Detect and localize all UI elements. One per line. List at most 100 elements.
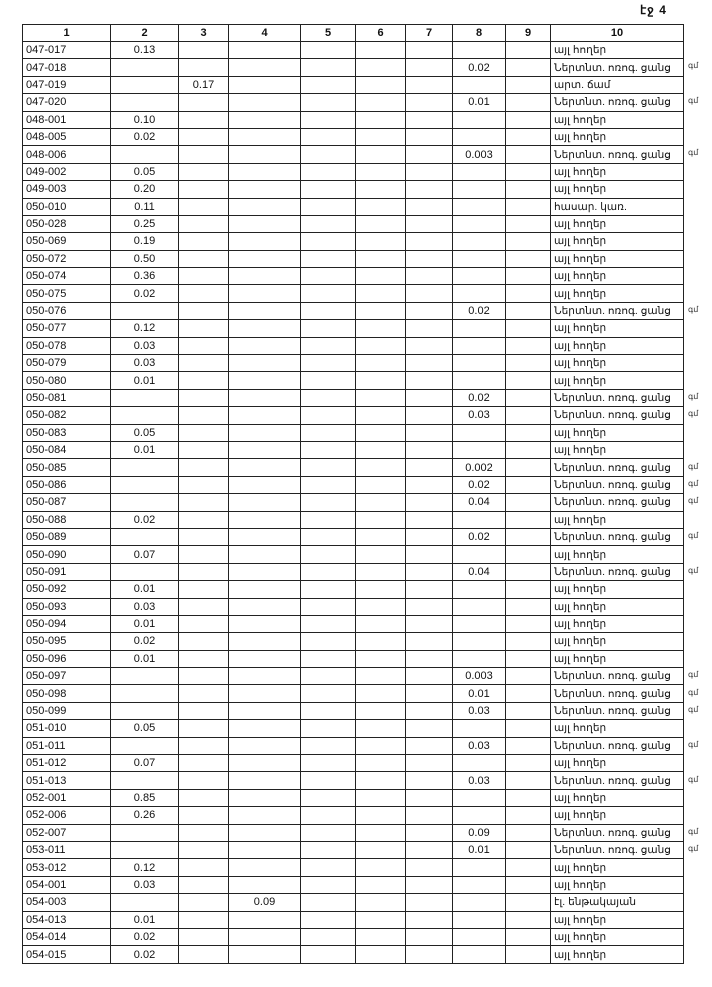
empty-cell [355,771,406,790]
cell-col-2: 0.02 [110,632,179,651]
table-row: 052-007 0.09 Ներտնտ. ոռոգ. ցանց [22,823,684,842]
empty-cell [355,527,406,547]
cell-col-4 [228,684,301,703]
cell-col-4 [228,632,301,651]
cell-col-4 [228,858,301,877]
cell-col-8: 0.09 [452,823,506,842]
cell-col-8 [452,580,506,599]
cell-col-4 [228,475,301,495]
empty-cell [300,893,356,912]
empty-cell [405,719,453,738]
cell-col-4 [228,945,301,964]
cell-col-3 [178,632,229,651]
cell-col-3 [178,180,229,199]
cell-col-2: 0.02 [110,127,179,147]
cell-col-4 [228,75,301,95]
empty-cell [300,40,356,60]
cell-col-8 [452,614,506,634]
cell-col-1: 050-084 [22,440,111,460]
cell-col-4 [228,562,301,582]
empty-cell [505,893,551,912]
table-row: 051-011 0.03 Ներտնտ. ոռոգ. ցանց [22,736,684,756]
margin-note: գմ [688,566,699,575]
cell-col-3 [178,580,229,599]
table-row: 047-017 0.13 այլ հողեր [22,40,684,60]
empty-cell [405,388,453,408]
empty-cell [300,93,356,112]
empty-cell [300,388,356,408]
empty-cell [405,927,453,947]
empty-cell [355,684,406,703]
cell-col-4 [228,806,301,825]
empty-cell [355,440,406,460]
cell-col-8 [452,354,506,373]
cell-col-4 [228,510,301,529]
empty-cell [300,301,356,321]
cell-col-2: 0.02 [110,927,179,947]
table-row: 047-018 0.02 Ներտնտ. ոռոգ. ցանց [22,58,684,77]
cell-col-10: Ներտնտ. ոռոգ. ցանց [550,562,684,582]
empty-cell [355,910,406,929]
empty-cell [405,371,453,390]
column-header: 2 [110,24,179,42]
empty-cell [355,580,406,599]
cell-col-10: այլ հողեր [550,858,684,877]
cell-col-4 [228,458,301,477]
cell-col-2: 0.03 [110,875,179,895]
cell-col-3 [178,893,229,912]
cell-col-3 [178,232,229,251]
cell-col-4 [228,840,301,860]
cell-col-3 [178,945,229,964]
cell-col-3 [178,127,229,147]
cell-col-10: Ներտնտ. ոռոգ. ցանց [550,458,684,477]
table-row: 054-013 0.01 այլ հողեր [22,910,684,929]
cell-col-3 [178,371,229,390]
cell-col-4 [228,754,301,773]
cell-col-3 [178,771,229,790]
table-row: 047-020 0.01 Ներտնտ. ոռոգ. ցանց [22,93,684,112]
empty-cell [300,58,356,77]
margin-note: գմ [688,687,699,697]
empty-cell [355,214,406,234]
cell-col-3 [178,875,229,895]
cell-col-10: Ներտնտ. ոռոգ. ցանց [550,93,684,112]
cell-col-3 [178,249,229,269]
empty-cell [505,545,551,564]
empty-cell [505,840,551,860]
cell-col-10: այլ հողեր [550,806,684,825]
cell-col-3 [178,93,229,112]
empty-cell [300,597,356,616]
cell-col-2 [110,75,179,95]
empty-cell [505,875,551,895]
empty-cell [300,127,356,147]
cell-col-10: Ներտնտ. ոռոգ. ցանց [550,771,684,790]
table-row: 050-087 0.04 Ներտնտ. ոռոգ. ցանց [22,493,684,512]
cell-col-4 [228,788,301,808]
cell-col-2: 0.03 [110,597,179,616]
cell-col-10: այլ հողեր [550,614,684,634]
empty-cell [405,336,453,356]
cell-col-1: 054-015 [22,945,111,964]
cell-col-10: այլ հողեր [550,249,684,269]
cell-col-2 [110,893,179,912]
cell-col-10: Ներտնտ. ոռոգ. ցանց [550,58,684,77]
cell-col-10: արտ. ճամ [550,75,684,95]
cell-col-3 [178,284,229,303]
margin-note: գմ [688,461,699,471]
margin-note: գմ [688,409,699,419]
empty-cell [355,701,406,721]
cell-col-4 [228,910,301,929]
table-row: 050-081 0.02 Ներտնտ. ոռոգ. ցանց [22,388,684,408]
cell-col-1: 050-010 [22,197,111,216]
table-row: 054-014 0.02 այլ հողեր [22,927,684,947]
table-row: 050-095 0.02 այլ հողեր [22,632,684,651]
cell-col-2: 0.19 [110,232,179,251]
cell-col-8 [452,371,506,390]
cell-col-1: 050-076 [22,301,111,321]
cell-col-8 [452,440,506,460]
cell-col-1: 053-011 [22,840,111,860]
empty-cell [505,58,551,77]
column-header: 9 [505,24,551,42]
empty-cell [355,545,406,564]
cell-col-3 [178,701,229,721]
